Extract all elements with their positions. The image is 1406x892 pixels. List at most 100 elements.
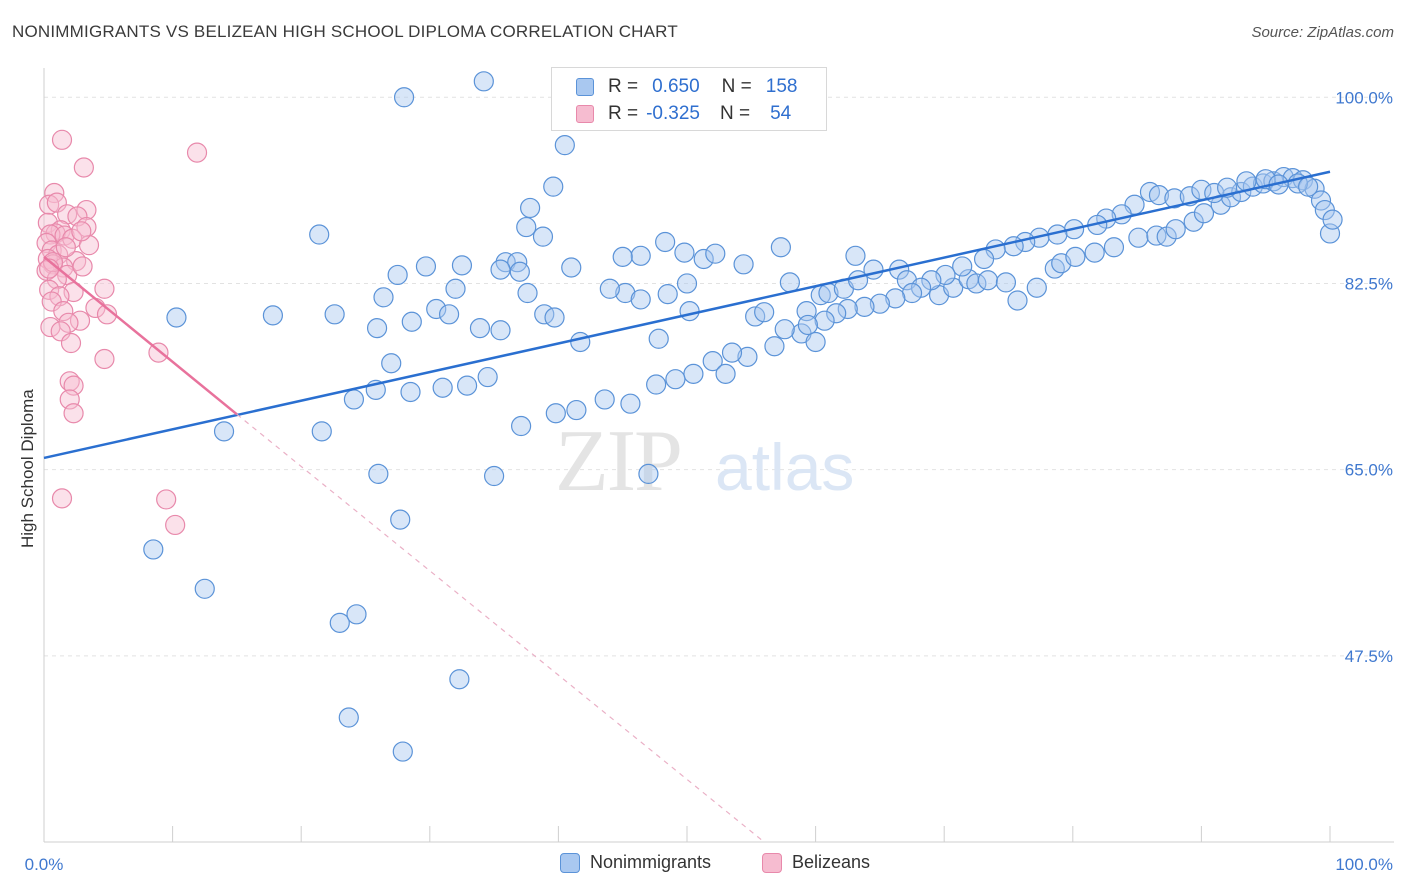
- data-point: [1164, 188, 1185, 209]
- data-point: [517, 282, 538, 304]
- data-point: [490, 259, 511, 280]
- data-point: [554, 135, 575, 156]
- data-point: [390, 509, 411, 530]
- data-point: [1146, 225, 1167, 246]
- tick-labels: 47.5% 65.0% 82.5% 100.0% 0.0% 100.0%: [25, 88, 1393, 874]
- data-point: [63, 403, 84, 424]
- nonimmigrants-points: [143, 71, 1343, 762]
- data-point: [1026, 277, 1047, 298]
- nonimmigrants-trend-line: [43, 170, 1331, 460]
- data-point: [845, 245, 866, 266]
- data-point: [854, 296, 875, 317]
- data-point: [509, 261, 530, 282]
- data-point: [779, 272, 800, 293]
- data-point: [51, 488, 73, 509]
- data-point: [1007, 290, 1028, 311]
- y-tick-label: 65.0%: [1345, 461, 1393, 480]
- data-point: [805, 331, 826, 353]
- legend-swatch-pink: [576, 105, 594, 123]
- data-point: [401, 311, 422, 332]
- data-point: [438, 304, 460, 325]
- chart-title: NONIMMIGRANTS VS BELIZEAN HIGH SCHOOL DI…: [12, 22, 678, 41]
- data-point: [599, 278, 620, 299]
- legend-n-label: N =: [721, 76, 752, 97]
- source-credit: Source: ZipAtlas.com: [1251, 24, 1394, 41]
- data-point: [570, 331, 591, 353]
- bottom-legend-nonimmigrants: Nonimmigrants: [560, 852, 711, 873]
- data-point: [381, 353, 402, 374]
- belizeans-points: [36, 129, 208, 536]
- data-point: [977, 270, 999, 291]
- data-point: [543, 176, 564, 197]
- watermark-zip: ZIP: [555, 413, 681, 510]
- data-point: [484, 465, 505, 487]
- data-point: [73, 157, 94, 178]
- data-point: [53, 301, 74, 322]
- data-point: [373, 287, 394, 308]
- data-point: [186, 142, 208, 163]
- data-point: [754, 302, 775, 323]
- y-tick-label: 47.5%: [1345, 647, 1393, 666]
- bottom-legend-swatch-blue: [560, 852, 580, 873]
- data-point: [665, 369, 686, 390]
- data-point: [39, 194, 60, 215]
- data-point: [338, 707, 359, 728]
- data-point: [646, 374, 667, 395]
- belizeans-trend-extension: [236, 413, 765, 843]
- data-point: [1298, 176, 1319, 197]
- data-point: [1322, 209, 1343, 230]
- legend-r-value: 0.650: [652, 76, 700, 97]
- x-tick-label: 100.0%: [1335, 855, 1393, 874]
- data-point: [615, 282, 636, 304]
- data-point: [657, 283, 678, 305]
- legend-row-belizeans: R = -0.325 N = 54: [576, 103, 791, 125]
- data-point: [343, 389, 365, 410]
- legend-n-value: 158: [765, 76, 798, 97]
- data-point: [368, 463, 389, 484]
- data-point: [545, 403, 566, 424]
- data-point: [544, 307, 565, 328]
- data-point: [952, 256, 973, 277]
- data-point: [679, 301, 700, 322]
- legend-swatch-blue: [576, 78, 594, 96]
- data-point: [309, 224, 330, 245]
- legend-row-nonimmigrants: R = 0.650 N = 158: [576, 76, 797, 98]
- data-point: [46, 269, 67, 290]
- data-point: [329, 612, 350, 633]
- data-point: [885, 288, 906, 309]
- data-point: [814, 310, 835, 331]
- bottom-legend-belizeans: Belizeans: [762, 852, 870, 873]
- data-point: [324, 304, 345, 325]
- data-point: [432, 377, 453, 398]
- data-point: [1065, 246, 1086, 267]
- data-point: [166, 307, 187, 328]
- data-point: [630, 245, 651, 266]
- data-point: [449, 669, 470, 690]
- data-point: [721, 342, 743, 363]
- data-point: [869, 293, 891, 314]
- data-point: [1183, 211, 1204, 232]
- data-point: [648, 328, 669, 349]
- data-point: [156, 489, 177, 510]
- bottom-legend-swatch-pink: [762, 852, 782, 873]
- data-point: [426, 298, 447, 320]
- data-point: [693, 248, 714, 270]
- data-point: [995, 272, 1017, 293]
- data-point: [532, 226, 554, 247]
- data-point: [863, 259, 884, 280]
- data-point: [392, 741, 413, 762]
- data-point: [516, 216, 537, 238]
- data-point: [1165, 219, 1186, 240]
- data-point: [966, 273, 987, 294]
- data-point: [705, 243, 726, 264]
- data-point: [400, 381, 421, 403]
- data-point: [60, 332, 82, 354]
- data-point: [566, 399, 587, 421]
- data-point: [445, 278, 466, 299]
- data-point: [143, 539, 164, 560]
- data-point: [774, 319, 795, 340]
- data-point: [311, 421, 332, 442]
- data-point: [1044, 258, 1065, 279]
- trend-lines: [43, 170, 1331, 843]
